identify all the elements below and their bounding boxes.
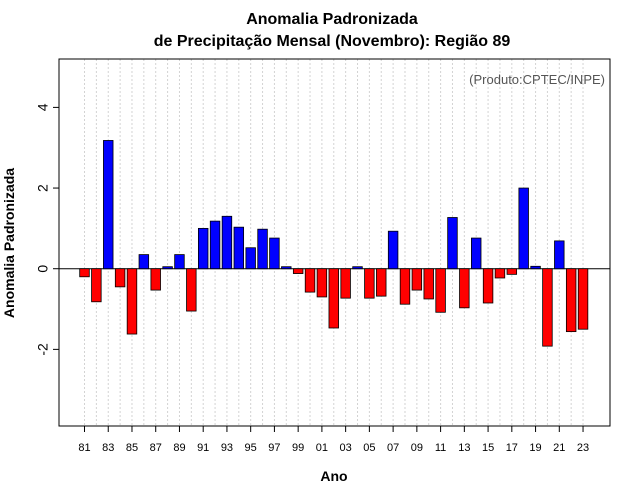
y-tick-label: 0 [35,265,51,273]
bar-1982 [91,268,102,303]
bar-1999 [292,268,304,274]
bar-2015 [482,268,494,304]
bar-2017 [506,268,518,275]
x-tick-label: 23 [577,442,589,454]
x-tick-label: 15 [482,442,494,454]
x-tick-label: 99 [292,442,304,454]
y-tick-label: 4 [35,103,51,111]
bar-2018 [518,187,529,270]
bar-1993 [221,215,233,270]
y-axis-ticks: -2 0 2 4 [35,103,59,356]
bar-1998 [281,266,292,270]
x-tick-label: 01 [316,442,328,454]
bar-2019 [530,265,541,270]
bar-2003 [340,268,351,299]
x-axis-title: Ano [320,468,347,484]
bar-2010 [423,268,434,300]
x-tick-label: 91 [197,442,209,454]
bar-2009 [411,268,423,291]
x-tick-label: 09 [411,442,423,454]
bar-2021 [554,240,565,270]
bar-2006 [376,268,387,297]
x-tick-label: 17 [506,442,518,454]
bar-1990 [186,268,197,312]
bar-2005 [364,268,375,299]
y-tick-label: -2 [35,343,51,356]
x-tick-label: 11 [435,442,446,454]
credit-label: (Produto:CPTEC/INPE) [469,72,605,87]
bar-1992 [209,220,221,270]
bar-2016 [494,268,506,279]
bar-1991 [197,227,209,270]
bar-1997 [269,237,280,270]
x-tick-label: 03 [340,442,352,454]
x-tick-label: 87 [150,442,162,454]
y-tick-label: 2 [35,184,51,192]
x-tick-label: 85 [126,442,138,454]
bar-1989 [174,254,185,270]
x-axis-ticks: 81 83 85 87 89 91 93 95 97 99 01 03 05 07 09 11 13 15 17 19… [78,426,589,454]
bar-1983 [103,140,114,270]
plot-frame [58,58,611,427]
y-axis-title: Anomalia Padronizada [1,168,17,318]
x-tick-label: 13 [458,442,470,454]
x-tick-label: 97 [268,442,280,454]
bar-2008 [399,268,411,305]
bar-1996 [257,228,268,270]
bar-2020 [542,268,553,347]
bar-2022 [565,268,577,333]
bar-2001 [316,268,328,298]
bar-2013 [459,268,470,309]
bar-2012 [447,217,458,270]
chart-title: Anomalia Padronizada [246,11,418,28]
x-tick-label: 05 [363,442,375,454]
bar-1994 [233,226,245,270]
bar-1984 [114,268,126,288]
bar-1985 [126,268,138,335]
bar-2004 [352,266,363,270]
bar-2000 [304,268,316,293]
bar-2007 [387,230,399,270]
bars [79,140,589,347]
x-tick-label: 81 [78,442,90,454]
x-tick-label: 07 [387,442,399,454]
bar-2023 [577,268,589,330]
bar-2011 [435,268,446,313]
bar-1987 [150,268,161,291]
bar-1981 [79,268,90,278]
chart-subtitle: de Precipitação Mensal (Novembro): Regiã… [154,33,511,50]
bar-1988 [162,266,173,270]
bar-2002 [328,268,339,329]
x-tick-label: 89 [173,442,185,454]
x-tick-label: 95 [245,442,257,454]
x-tick-label: 93 [221,442,233,454]
bar-1986 [138,254,150,270]
x-tick-label: 21 [553,442,565,454]
x-tick-label: 19 [529,442,541,454]
x-tick-label: 83 [102,442,114,454]
bar-1995 [245,247,256,270]
vertical-grid [84,59,584,426]
bar-2014 [471,237,482,270]
